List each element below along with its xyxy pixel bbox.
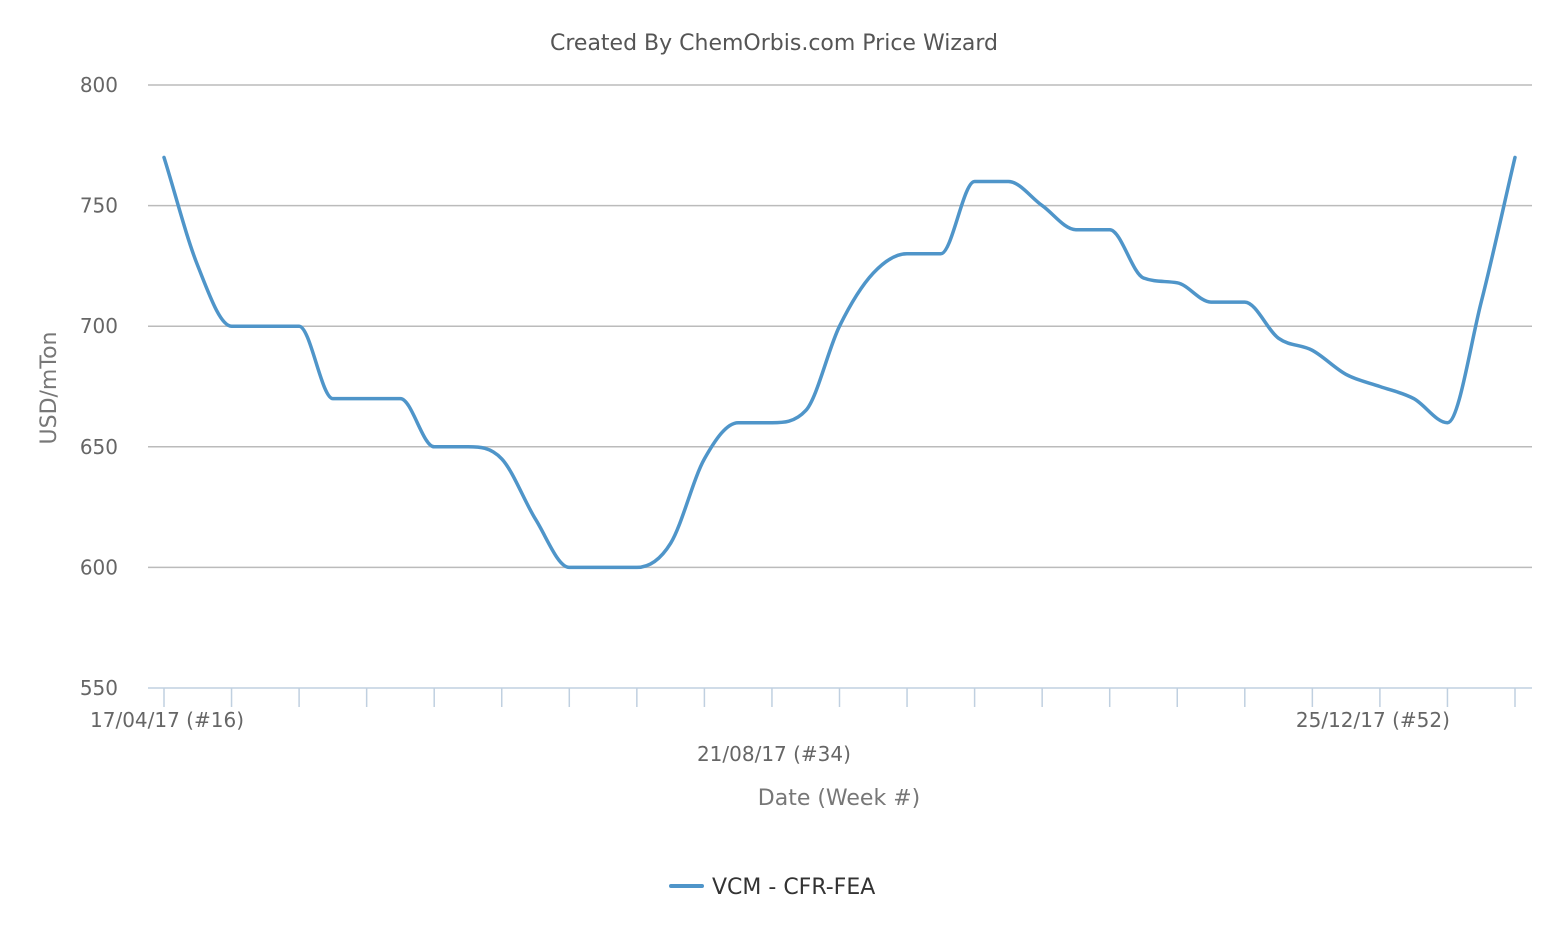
- data-point[interactable]: [497, 454, 507, 464]
- data-point[interactable]: [260, 321, 270, 331]
- data-point[interactable]: [632, 562, 642, 572]
- data-point[interactable]: [1138, 273, 1148, 283]
- data-point[interactable]: [564, 562, 574, 572]
- data-point[interactable]: [733, 418, 743, 428]
- data-point[interactable]: [463, 442, 473, 452]
- data-point[interactable]: [1341, 369, 1351, 379]
- data-point[interactable]: [835, 321, 845, 331]
- y-tick-label: 800: [80, 73, 118, 97]
- data-point[interactable]: [699, 454, 709, 464]
- x-tick-label: 25/12/17 (#52): [1296, 708, 1450, 732]
- data-point[interactable]: [294, 321, 304, 331]
- x-axis: [148, 687, 1532, 707]
- data-point[interactable]: [1003, 176, 1013, 186]
- x-tick-label: 21/08/17 (#34): [697, 742, 851, 766]
- y-tick-label: 750: [80, 194, 118, 218]
- data-point[interactable]: [970, 176, 980, 186]
- data-point[interactable]: [767, 418, 777, 428]
- y-tick-label: 550: [80, 676, 118, 700]
- data-point[interactable]: [1375, 382, 1385, 392]
- y-tick-label: 650: [80, 435, 118, 459]
- data-point[interactable]: [1409, 394, 1419, 404]
- data-point[interactable]: [531, 514, 541, 524]
- data-point[interactable]: [902, 249, 912, 259]
- data-point[interactable]: [666, 538, 676, 548]
- data-point[interactable]: [1442, 418, 1452, 428]
- x-tick-label: 17/04/17 (#16): [90, 708, 244, 732]
- x-axis-title: Date (Week #): [758, 786, 920, 811]
- data-point[interactable]: [328, 394, 338, 404]
- data-point[interactable]: [1206, 297, 1216, 307]
- data-point[interactable]: [1274, 333, 1284, 343]
- data-point[interactable]: [1037, 201, 1047, 211]
- data-point[interactable]: [429, 442, 439, 452]
- data-point[interactable]: [1307, 345, 1317, 355]
- y-axis-title: USD/mTon: [37, 332, 62, 445]
- data-point[interactable]: [193, 261, 203, 271]
- data-point[interactable]: [1172, 278, 1182, 288]
- data-point[interactable]: [1240, 297, 1250, 307]
- data-point[interactable]: [395, 394, 405, 404]
- legend-label: VCM - CFR-FEA: [712, 875, 875, 900]
- series-layer: [159, 152, 1520, 572]
- data-point[interactable]: [1510, 152, 1520, 162]
- legend[interactable]: VCM - CFR-FEA: [669, 875, 875, 900]
- data-point[interactable]: [868, 268, 878, 278]
- chart-title: Created By ChemOrbis.com Price Wizard: [550, 31, 998, 56]
- y-axis-ticks: 550 600 650 700 750 800: [80, 73, 118, 700]
- data-point[interactable]: [227, 321, 237, 331]
- data-point[interactable]: [159, 152, 169, 162]
- data-point[interactable]: [801, 406, 811, 416]
- data-point[interactable]: [362, 394, 372, 404]
- y-tick-label: 700: [80, 314, 118, 338]
- y-tick-label: 600: [80, 555, 118, 579]
- data-point[interactable]: [936, 249, 946, 259]
- data-point[interactable]: [598, 562, 608, 572]
- series-line-vcm-cfr-fea[interactable]: [162, 155, 1517, 570]
- data-point[interactable]: [1105, 225, 1115, 235]
- data-point[interactable]: [1071, 225, 1081, 235]
- x-axis-tick-labels: 17/04/17 (#16) 21/08/17 (#34) 25/12/17 (#5…: [90, 708, 1450, 766]
- data-point[interactable]: [1476, 297, 1486, 307]
